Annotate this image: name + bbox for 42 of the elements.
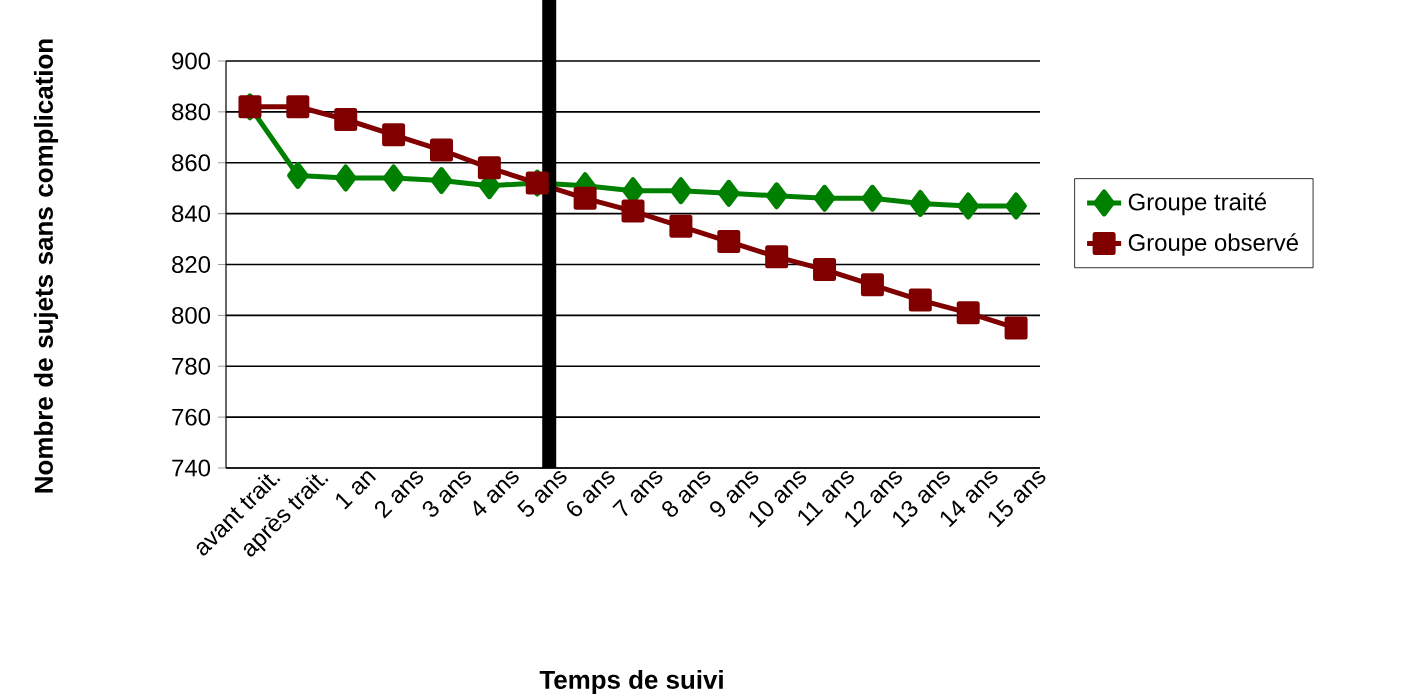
y-tick-label: 820: [172, 256, 211, 273]
y-tick-label: 740: [172, 459, 211, 477]
point: [286, 95, 310, 119]
y-tick-label: 860: [172, 154, 211, 172]
point: [1004, 316, 1028, 340]
y-tick-label: 800: [172, 306, 211, 324]
x-tick-label: 3 ans: [422, 471, 472, 517]
point: [621, 199, 645, 223]
point: [430, 167, 453, 195]
point: [908, 288, 932, 312]
point: [382, 164, 405, 192]
point: [718, 179, 740, 207]
y-tick-label: 880: [172, 103, 211, 121]
point: [573, 186, 597, 210]
point: [765, 245, 789, 269]
x-tick-label: 8 ans: [662, 471, 711, 517]
point: [956, 301, 980, 325]
point: [334, 164, 357, 192]
point: [717, 230, 741, 254]
point: [765, 182, 788, 210]
point: [861, 184, 884, 212]
point: [909, 189, 932, 217]
point: [670, 177, 692, 205]
point: [477, 156, 501, 180]
point: [334, 108, 358, 131]
point: [287, 161, 309, 189]
y-tick-label: 760: [172, 408, 211, 426]
legend-label: Groupe traité: [1128, 192, 1267, 216]
point: [382, 123, 406, 147]
point: [813, 258, 837, 282]
point: [1005, 192, 1027, 220]
y-tick-label: 780: [172, 357, 211, 375]
x-axis-title: Temps de suivi: [539, 669, 723, 695]
point: [813, 184, 836, 212]
y-tick-label: 840: [172, 205, 211, 223]
legend-label: Groupe observé: [1128, 233, 1298, 256]
point: [429, 138, 453, 162]
y-tick-label: 900: [172, 52, 211, 70]
point: [860, 273, 884, 297]
y-axis-title: Nombre de sujets sans complication: [33, 39, 59, 493]
point: [669, 214, 693, 238]
point: [957, 192, 979, 220]
